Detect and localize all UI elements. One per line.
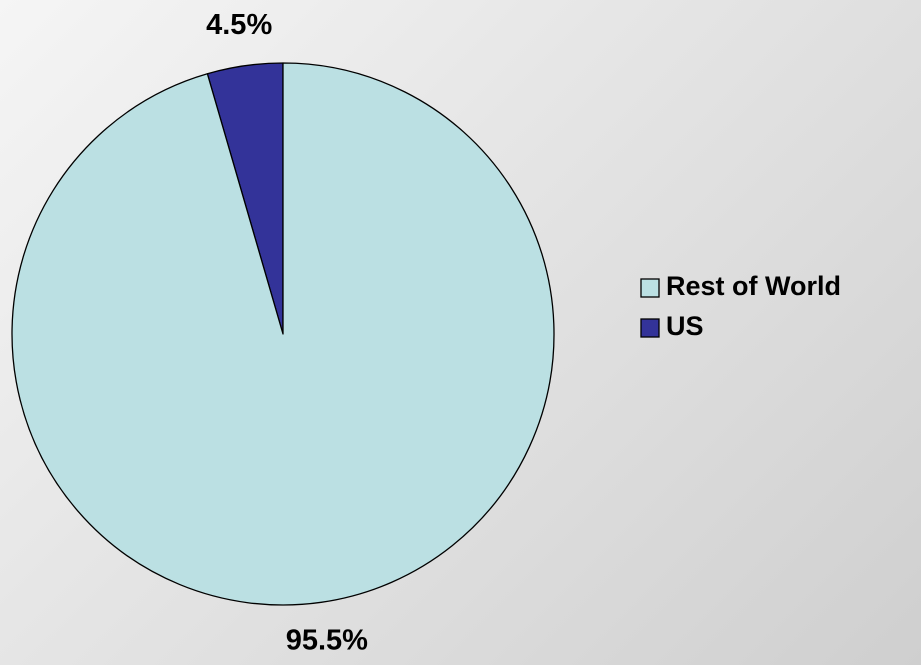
pie-slices (11, 62, 555, 606)
slice-label-us: 4.5% (206, 9, 272, 41)
legend-label-us: US (666, 311, 704, 341)
slice-labels: 4.5% 95.5% (206, 9, 368, 657)
legend: Rest of World US (640, 271, 841, 341)
legend-swatch-rest-of-world (640, 278, 660, 298)
legend-swatch-us (640, 318, 660, 338)
legend-label-rest-of-world: Rest of World (666, 271, 841, 301)
pie-slice-rest-of-world (11, 62, 555, 606)
slice-label-rest-of-world: 95.5% (286, 625, 368, 657)
